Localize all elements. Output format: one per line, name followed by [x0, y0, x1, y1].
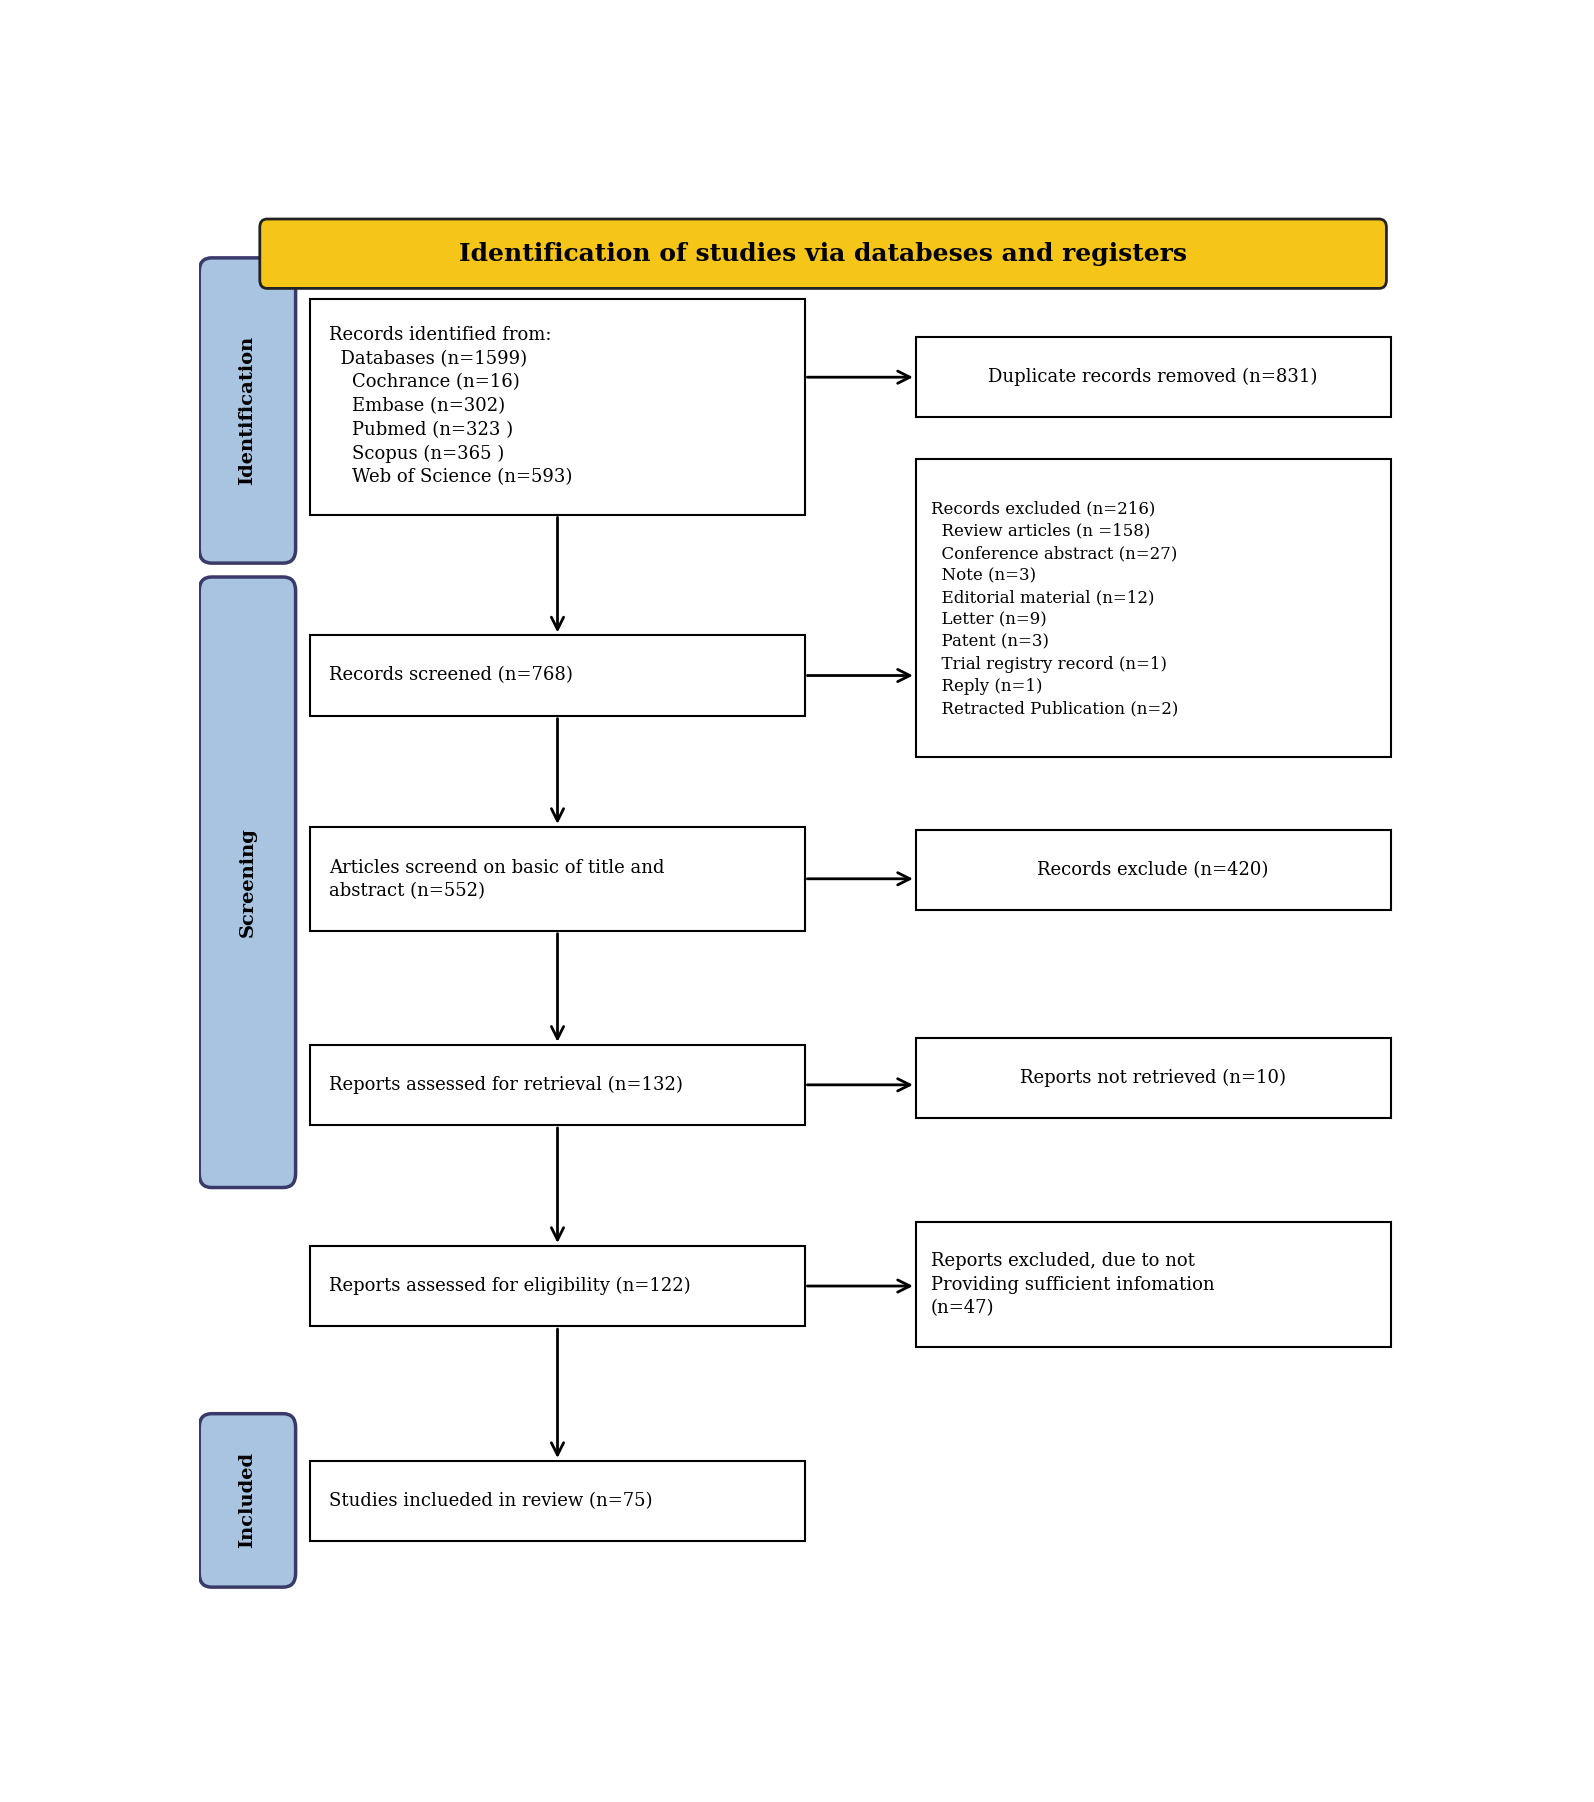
FancyBboxPatch shape — [311, 299, 805, 515]
FancyBboxPatch shape — [199, 1415, 295, 1588]
Text: Reports excluded, due to not
Providing sufficient infomation
(n=47): Reports excluded, due to not Providing s… — [931, 1252, 1215, 1317]
Text: Studies inclueded in review (n=75): Studies inclueded in review (n=75) — [328, 1492, 652, 1510]
Text: Screening: Screening — [239, 827, 257, 937]
Text: Records excluded (n=216)
  Review articles (n =158)
  Conference abstract (n=27): Records excluded (n=216) Review articles… — [931, 501, 1178, 717]
Text: Duplicate records removed (n=831): Duplicate records removed (n=831) — [988, 368, 1318, 386]
FancyBboxPatch shape — [915, 1222, 1392, 1348]
FancyBboxPatch shape — [311, 1045, 805, 1124]
Text: Identification: Identification — [239, 335, 257, 485]
Text: Records screened (n=768): Records screened (n=768) — [328, 667, 572, 685]
FancyBboxPatch shape — [311, 827, 805, 932]
Text: Articles screend on basic of title and
abstract (n=552): Articles screend on basic of title and a… — [328, 860, 665, 901]
FancyBboxPatch shape — [199, 577, 295, 1188]
FancyBboxPatch shape — [915, 460, 1392, 757]
FancyBboxPatch shape — [199, 258, 295, 562]
FancyBboxPatch shape — [311, 636, 805, 715]
Text: Included: Included — [239, 1452, 257, 1548]
FancyBboxPatch shape — [915, 829, 1392, 910]
Text: Records exclude (n=420): Records exclude (n=420) — [1038, 861, 1269, 879]
Text: Reports not retrieved (n=10): Reports not retrieved (n=10) — [1020, 1069, 1286, 1087]
FancyBboxPatch shape — [915, 337, 1392, 418]
Text: Records identified from:
  Databases (n=1599)
    Cochrance (n=16)
    Embase (n: Records identified from: Databases (n=15… — [328, 326, 572, 487]
FancyBboxPatch shape — [311, 1245, 805, 1326]
FancyBboxPatch shape — [311, 1461, 805, 1541]
FancyBboxPatch shape — [260, 220, 1387, 288]
Text: Reports assessed for retrieval (n=132): Reports assessed for retrieval (n=132) — [328, 1076, 682, 1094]
FancyBboxPatch shape — [915, 1038, 1392, 1117]
Text: Identification of studies via databeses and registers: Identification of studies via databeses … — [459, 241, 1188, 265]
Text: Reports assessed for eligibility (n=122): Reports assessed for eligibility (n=122) — [328, 1278, 690, 1296]
